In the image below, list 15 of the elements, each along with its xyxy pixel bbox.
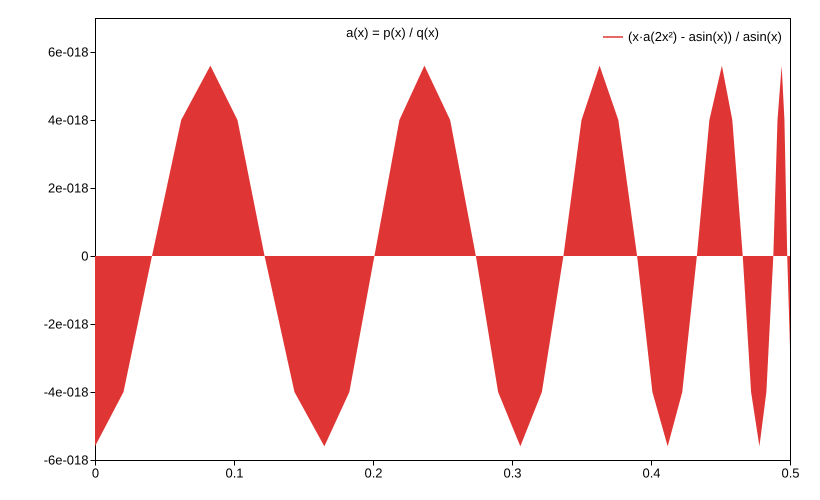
y-tick-label: -6e-018 (44, 452, 88, 468)
text: a(x) = p(x) / q(x) (346, 25, 439, 40)
x-tick-label: 0.1 (225, 466, 244, 480)
x-tick-label: 0.5 (781, 466, 800, 480)
x-tick-label: 0.3 (503, 466, 522, 480)
y-tick-label: 6e-018 (48, 44, 88, 60)
y-tick-label: 2e-018 (48, 180, 88, 196)
x-tick-label: 0.4 (642, 466, 661, 480)
y-tick-label: 0 (81, 248, 88, 264)
legend-label: (x·a(2x²) - asin(x)) / asin(x) (628, 29, 782, 44)
y-tick-label: 4e-018 (48, 112, 88, 128)
x-tick-label: 0.2 (364, 466, 383, 480)
y-tick-label: -2e-018 (44, 316, 88, 332)
x-tick-label: 0 (92, 466, 100, 480)
y-tick-label: -4e-018 (44, 384, 88, 400)
